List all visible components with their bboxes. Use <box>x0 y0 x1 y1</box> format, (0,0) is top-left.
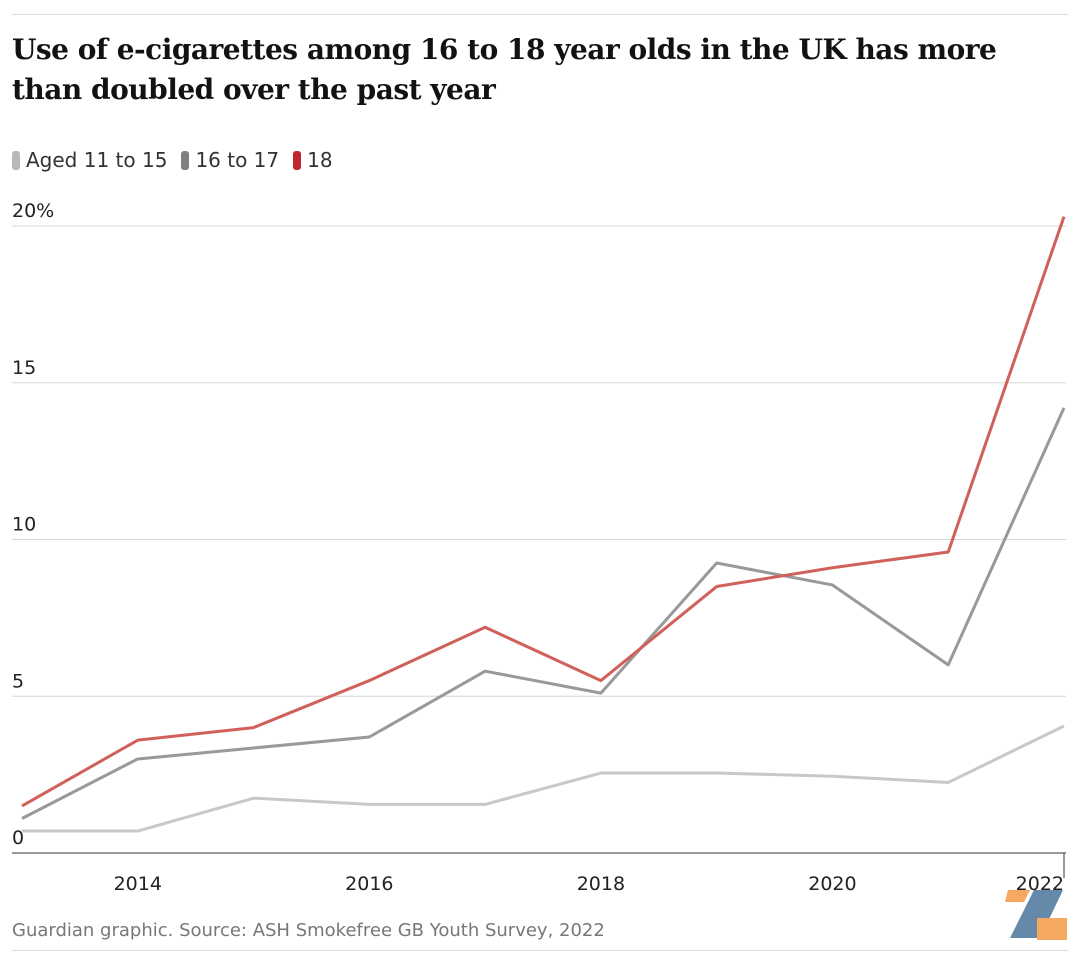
legend-item-16-17: 16 to 17 <box>181 148 279 172</box>
series-line-2 <box>21 216 1066 808</box>
source-note: Guardian graphic. Source: ASH Smokefree … <box>12 920 605 941</box>
top-rule <box>12 14 1068 15</box>
legend-item-11-15: Aged 11 to 15 <box>12 148 167 172</box>
y-tick-label: 10 <box>12 514 36 536</box>
legend-label: 16 to 17 <box>195 148 280 172</box>
x-tick-label: 2018 <box>577 873 625 895</box>
legend-item-18: 18 <box>293 148 333 172</box>
x-tick-label: 2014 <box>114 873 162 895</box>
y-tick-label: 15 <box>12 357 36 379</box>
y-tick-label: 20% <box>12 200 54 222</box>
y-tick-label: 5 <box>12 670 24 692</box>
y-tick-label: 0 <box>12 827 24 849</box>
legend-label: 18 <box>307 148 333 172</box>
legend: Aged 11 to 15 16 to 17 18 <box>12 148 333 172</box>
x-tick-label: 2016 <box>345 873 393 895</box>
series-line-1 <box>21 407 1066 820</box>
legend-swatch <box>293 150 302 170</box>
chart-title: Use of e-cigarettes among 16 to 18 year … <box>12 33 997 106</box>
bottom-rule <box>12 950 1068 951</box>
legend-swatch <box>12 150 20 170</box>
legend-swatch <box>181 150 190 170</box>
x-tick-label: 2020 <box>808 873 856 895</box>
legend-label: Aged 11 to 15 <box>26 148 168 172</box>
x-tick-label: 2022 <box>1016 873 1064 895</box>
series-line-0 <box>22 724 1065 833</box>
